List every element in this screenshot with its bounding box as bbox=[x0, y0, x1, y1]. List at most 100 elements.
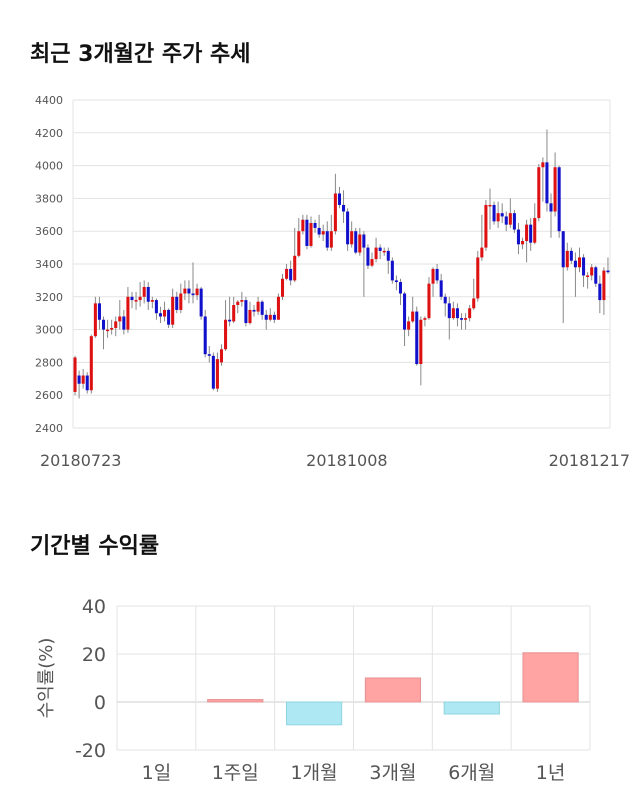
bar-x-tick: 1주일 bbox=[212, 762, 259, 784]
candle-body bbox=[476, 257, 480, 299]
candle-y-tick: 4200 bbox=[35, 127, 63, 140]
candle-body bbox=[504, 216, 508, 225]
candle-body bbox=[81, 375, 85, 384]
candle-body bbox=[236, 301, 240, 305]
candle-body bbox=[500, 213, 504, 217]
candle-body bbox=[110, 327, 114, 330]
candle-y-tick: 4000 bbox=[35, 160, 63, 173]
candle-body bbox=[114, 321, 118, 328]
candle-body bbox=[577, 257, 582, 268]
candle-y-tick: 3600 bbox=[35, 225, 63, 238]
candle-body bbox=[496, 213, 500, 222]
candle-body bbox=[260, 301, 264, 315]
return-bar bbox=[207, 699, 264, 703]
candle-body bbox=[134, 300, 138, 302]
candle-body bbox=[154, 300, 158, 314]
candle-body bbox=[309, 223, 313, 246]
candle-body bbox=[561, 231, 565, 268]
return-bar bbox=[443, 701, 500, 715]
candle-body bbox=[256, 301, 260, 312]
candle-body bbox=[228, 319, 232, 322]
candle-body bbox=[484, 204, 488, 248]
candle-body bbox=[211, 355, 215, 389]
candle-body bbox=[183, 288, 187, 294]
candle-body bbox=[93, 303, 97, 337]
candle-body bbox=[390, 260, 394, 281]
candle-body bbox=[533, 218, 537, 243]
candle-body bbox=[358, 234, 362, 253]
candle-body bbox=[85, 375, 89, 391]
candle-marks bbox=[73, 129, 610, 399]
candle-body bbox=[122, 316, 126, 330]
candle-body bbox=[321, 231, 325, 235]
bar-x-tick: 1일 bbox=[142, 762, 172, 784]
candle-body bbox=[573, 260, 577, 268]
candle-body bbox=[590, 267, 594, 276]
candle-body bbox=[163, 309, 167, 317]
candle-y-tick: 2800 bbox=[35, 356, 63, 369]
candle-y-tick: 4400 bbox=[35, 94, 63, 107]
bar-x-tick: 6개월 bbox=[448, 762, 495, 784]
candle-body bbox=[439, 280, 443, 297]
bar-x-axis: 1일 1주일 1개월 3개월 6개월 1년 bbox=[142, 762, 566, 784]
candle-x-tick: 20181008 bbox=[306, 451, 387, 470]
candle-body bbox=[362, 234, 366, 248]
return-bar bbox=[364, 677, 422, 703]
candle-body bbox=[240, 300, 244, 302]
bar-gridlines bbox=[116, 605, 591, 751]
candle-body bbox=[451, 308, 455, 319]
candle-body bbox=[525, 224, 529, 242]
candle-body bbox=[431, 268, 435, 284]
candle-x-axis: 20180723 20181008 20181217 bbox=[40, 451, 630, 470]
candle-body bbox=[537, 167, 541, 219]
bar-y-axis: 40 20 0 -20 bbox=[75, 596, 106, 762]
candle-body bbox=[244, 300, 248, 324]
candle-body bbox=[280, 278, 285, 297]
candle-body bbox=[150, 300, 154, 302]
candle-x-tick: 20180723 bbox=[40, 451, 121, 470]
bar-y-tick: 0 bbox=[94, 692, 106, 714]
candle-body bbox=[403, 293, 407, 330]
candle-body bbox=[398, 282, 403, 294]
bar-y-tick: 20 bbox=[82, 644, 106, 666]
candle-body bbox=[346, 211, 350, 245]
candle-body bbox=[199, 288, 203, 317]
candle-body bbox=[191, 293, 195, 296]
candle-body bbox=[435, 268, 439, 281]
candle-x-tick: 20181217 bbox=[549, 451, 630, 470]
bar-marks bbox=[207, 652, 579, 726]
candle-body bbox=[195, 288, 199, 296]
candle-body bbox=[248, 309, 252, 324]
candle-body bbox=[602, 270, 606, 301]
candle-body bbox=[480, 247, 484, 258]
candle-body bbox=[419, 319, 423, 365]
candle-body bbox=[464, 318, 468, 320]
candle-body bbox=[215, 359, 219, 389]
candle-body bbox=[557, 167, 561, 232]
candle-body bbox=[171, 296, 175, 325]
candle-body bbox=[268, 314, 272, 320]
candle-body bbox=[378, 247, 382, 251]
bar-x-tick: 1년 bbox=[536, 762, 566, 784]
candle-body bbox=[569, 250, 573, 261]
candle-body bbox=[529, 224, 533, 243]
candle-body bbox=[313, 223, 317, 228]
candle-body bbox=[101, 319, 106, 330]
candle-body bbox=[224, 319, 228, 350]
candle-body bbox=[549, 203, 553, 212]
bar-y-axis-label: 수익률(%) bbox=[36, 638, 57, 719]
candle-body bbox=[594, 267, 598, 284]
candle-body bbox=[342, 204, 346, 212]
candle-body bbox=[219, 349, 224, 363]
candle-body bbox=[492, 204, 496, 222]
candle-body bbox=[203, 316, 207, 355]
candle-body bbox=[350, 231, 354, 245]
candle-body bbox=[142, 286, 146, 297]
period-return-title: 기간별 수익률 bbox=[30, 534, 160, 559]
candle-body bbox=[370, 259, 374, 266]
candle-body bbox=[333, 193, 337, 232]
candle-body bbox=[252, 309, 256, 312]
candle-body bbox=[565, 250, 569, 268]
candle-y-tick: 3800 bbox=[35, 192, 63, 205]
